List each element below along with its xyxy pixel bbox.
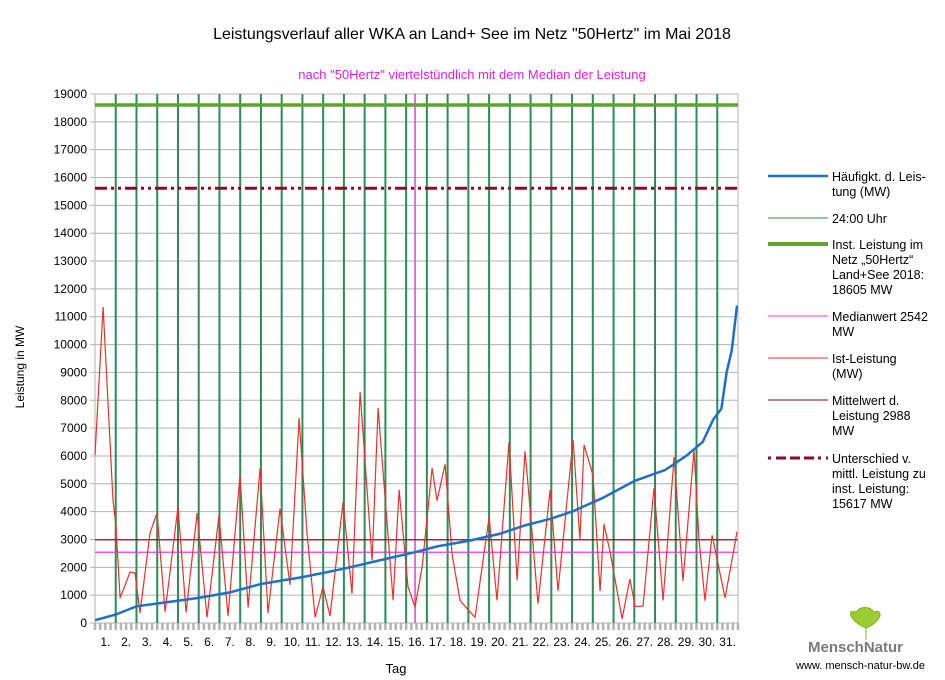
logo-text: MenschNatur bbox=[808, 639, 903, 656]
legend-label: Häufigkt. d. Leis- bbox=[832, 170, 926, 184]
legend-label: Unterschied v. bbox=[832, 452, 911, 466]
ginkgo-leaf-icon bbox=[850, 607, 881, 640]
x-tick-label: 20. bbox=[491, 635, 508, 649]
legend-label: MW bbox=[832, 424, 854, 438]
plot-area bbox=[94, 93, 739, 624]
x-tick-label: 26. bbox=[616, 635, 633, 649]
x-tick-label: 24. bbox=[574, 635, 591, 649]
x-tick-label: 16. bbox=[408, 635, 425, 649]
x-tick-label: 9. bbox=[266, 635, 276, 649]
y-tick-label: 17000 bbox=[54, 143, 88, 157]
y-tick-label: 10000 bbox=[54, 338, 88, 352]
legend-label: Leistung 2988 bbox=[832, 409, 911, 423]
x-tick-label: 27. bbox=[636, 635, 653, 649]
y-tick-label: 13000 bbox=[54, 254, 88, 268]
legend-label: 15617 MW bbox=[832, 497, 893, 511]
x-tick-label: 30. bbox=[699, 635, 716, 649]
x-tick-label: 31. bbox=[719, 635, 736, 649]
x-tick-label: 29. bbox=[678, 635, 695, 649]
y-tick-label: 1000 bbox=[60, 588, 87, 602]
x-tick-label: 17. bbox=[429, 635, 446, 649]
x-tick-label: 25. bbox=[595, 635, 612, 649]
legend-label: MW bbox=[832, 325, 854, 339]
logo-url: www. mensch-natur-bw.de bbox=[795, 660, 925, 672]
legend-label: (MW) bbox=[832, 367, 863, 381]
y-tick-label: 8000 bbox=[60, 393, 87, 407]
y-tick-label: 2000 bbox=[60, 560, 87, 574]
legend-label: Land+See 2018: bbox=[832, 268, 924, 282]
legend-item: 24:00 Uhr bbox=[768, 212, 887, 226]
y-tick-label: 16000 bbox=[54, 171, 88, 185]
legend-label: inst. Leistung: bbox=[832, 482, 909, 496]
legend-label: Netz „50Hertz“ bbox=[832, 253, 913, 267]
x-tick-label: 7. bbox=[225, 635, 235, 649]
legend-label: Inst. Leistung im bbox=[832, 238, 923, 252]
legend-label: 24:00 Uhr bbox=[832, 212, 887, 226]
y-tick-label: 5000 bbox=[60, 477, 87, 491]
x-tick-label: 6. bbox=[204, 635, 214, 649]
legend-item: Ist-Leistung(MW) bbox=[768, 352, 897, 381]
x-tick-label: 8. bbox=[246, 635, 256, 649]
x-tick-label: 22. bbox=[533, 635, 550, 649]
duration-curve-line bbox=[94, 305, 739, 622]
x-tick-label: 12. bbox=[325, 635, 342, 649]
x-tick-label: 23. bbox=[553, 635, 570, 649]
ist-leistung-line bbox=[94, 306, 738, 619]
y-tick-label: 19000 bbox=[54, 87, 88, 101]
x-axis-label: Tag bbox=[386, 661, 407, 676]
legend-label: mittl. Leistung zu bbox=[832, 467, 926, 481]
logo: MenschNatur www. mensch-natur-bw.de bbox=[795, 607, 925, 672]
x-tick-label: 21. bbox=[512, 635, 529, 649]
x-tick-label: 28. bbox=[657, 635, 674, 649]
x-tick-label: 18. bbox=[450, 635, 467, 649]
x-tick-label: 2. bbox=[121, 635, 131, 649]
y-tick-label: 0 bbox=[80, 616, 87, 630]
y-tick-label: 12000 bbox=[54, 282, 88, 296]
x-tick-label: 15. bbox=[387, 635, 404, 649]
y-tick-label: 3000 bbox=[60, 532, 87, 546]
x-tick-label: 5. bbox=[183, 635, 193, 649]
y-tick-label: 11000 bbox=[55, 310, 88, 324]
y-axis-label: Leistung in MW bbox=[13, 325, 27, 408]
y-tick-label: 9000 bbox=[60, 365, 87, 379]
y-tick-label: 15000 bbox=[54, 198, 88, 212]
y-tick-label: 18000 bbox=[54, 115, 88, 129]
chart-title: Leistungsverlauf aller WKA an Land+ See … bbox=[213, 26, 731, 43]
legend-label: Medianwert 2542 bbox=[832, 310, 928, 324]
x-tick-label: 13. bbox=[346, 635, 363, 649]
x-tick-label: 14. bbox=[367, 635, 384, 649]
x-tick-label: 1. bbox=[100, 635, 110, 649]
x-tick-label: 10. bbox=[284, 635, 301, 649]
y-tick-label: 6000 bbox=[60, 449, 87, 463]
y-tick-label: 14000 bbox=[54, 226, 88, 240]
legend-label: tung (MW) bbox=[832, 185, 890, 199]
legend-label: Mittelwert d. bbox=[832, 394, 899, 408]
x-tick-label: 3. bbox=[142, 635, 152, 649]
chart-subtitle: nach "50Hertz" viertelstündlich mit dem … bbox=[298, 67, 645, 82]
legend-item: Häufigkt. d. Leis-tung (MW) bbox=[768, 170, 926, 199]
x-tick-label: 4. bbox=[163, 635, 173, 649]
y-tick-label: 4000 bbox=[60, 505, 87, 519]
x-tick-label: 19. bbox=[470, 635, 487, 649]
y-tick-label: 7000 bbox=[60, 421, 87, 435]
legend-label: Ist-Leistung bbox=[832, 352, 897, 366]
x-tick-label: 11. bbox=[305, 635, 321, 649]
legend-label: 18605 MW bbox=[832, 283, 893, 297]
